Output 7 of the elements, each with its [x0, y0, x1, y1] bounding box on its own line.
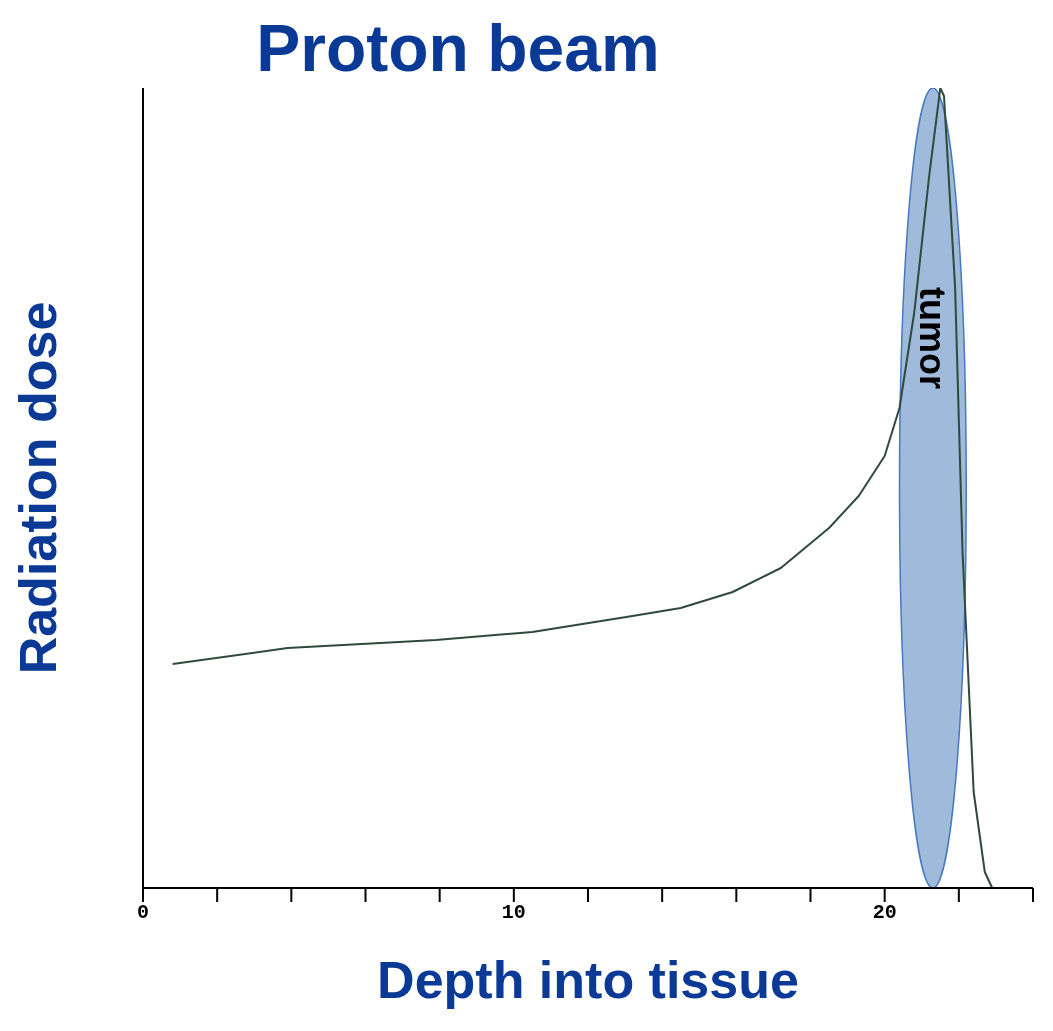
- y-axis-title: Radiation dose: [9, 301, 68, 675]
- x-tick-label: 10: [501, 901, 526, 925]
- x-tick-label: 0: [136, 901, 150, 925]
- band-label: tumor: [912, 287, 954, 389]
- x-tick-label: 20: [872, 901, 897, 925]
- x-axis-title: Depth into tissue: [377, 951, 799, 1009]
- chart-title: Proton beam: [255, 10, 661, 87]
